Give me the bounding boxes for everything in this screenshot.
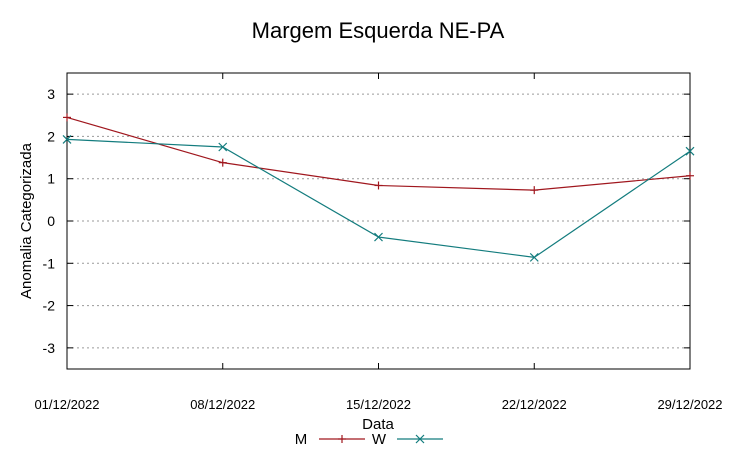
y-tick-label: -2 bbox=[43, 298, 56, 314]
data-point-W-stroke-b bbox=[218, 142, 228, 152]
chart-title: Margem Esquerda NE-PA bbox=[252, 18, 505, 43]
y-tick-label: 2 bbox=[47, 128, 55, 144]
data-point-W bbox=[685, 146, 695, 156]
data-point-M bbox=[686, 171, 694, 180]
data-point-M bbox=[63, 113, 71, 122]
y-tick-label: 3 bbox=[47, 86, 55, 102]
data-point-M bbox=[530, 186, 539, 195]
y-tick-label: -3 bbox=[43, 340, 56, 356]
series-line-W bbox=[66, 138, 691, 258]
legend-marker-M bbox=[338, 435, 346, 443]
y-axis-label: Anomalia Categorizada bbox=[18, 142, 35, 299]
series-layer bbox=[62, 113, 695, 262]
data-point-W bbox=[218, 142, 228, 152]
grid-layer bbox=[67, 93, 690, 349]
data-point-W-stroke-b bbox=[374, 232, 383, 242]
x-axis: 01/12/2022 08/12/2022 15/12/2022 22/12/2022… bbox=[34, 73, 723, 412]
legend-marker-W-stroke-b bbox=[415, 434, 425, 444]
series-line-M bbox=[66, 116, 691, 191]
legend-label-W: W bbox=[372, 431, 387, 448]
legend-label-M: M bbox=[295, 431, 308, 448]
y-axis: -3 -2 -1 0 1 2 3 bbox=[43, 86, 690, 356]
legend-marker-W bbox=[415, 434, 425, 444]
x-axis-label: Data bbox=[362, 416, 394, 433]
data-point-W bbox=[529, 252, 539, 262]
y-tick-label: -1 bbox=[43, 255, 56, 271]
data-point-W-stroke-b bbox=[529, 252, 539, 262]
data-point-M bbox=[218, 158, 227, 167]
y-tick-label: 1 bbox=[47, 171, 55, 187]
data-point-W bbox=[62, 134, 72, 144]
data-point-W-stroke-b bbox=[62, 134, 72, 144]
data-point-W-stroke-b bbox=[685, 146, 695, 156]
x-tick-label: 01/12/2022 bbox=[34, 397, 99, 412]
data-point-W bbox=[374, 232, 383, 242]
x-tick-label: 15/12/2022 bbox=[346, 397, 411, 412]
x-tick-label: 22/12/2022 bbox=[502, 397, 567, 412]
x-tick-label: 08/12/2022 bbox=[190, 397, 255, 412]
data-point-M bbox=[374, 181, 383, 190]
y-tick-label: 0 bbox=[47, 213, 55, 229]
x-tick-label: 29/12/2022 bbox=[657, 397, 722, 412]
